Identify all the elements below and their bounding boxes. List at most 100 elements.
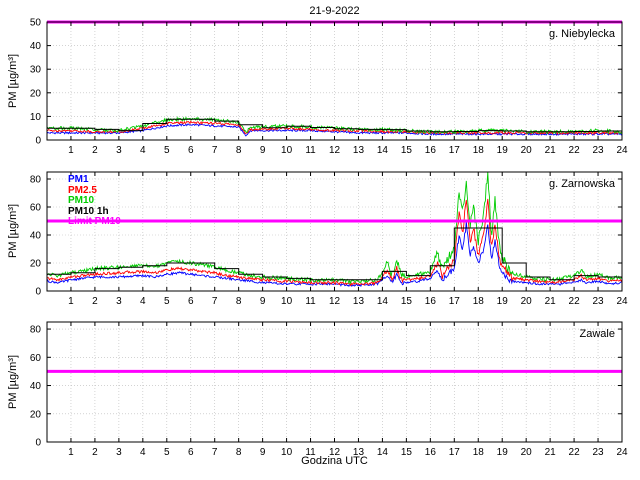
svg-text:16: 16 [425, 447, 437, 458]
svg-text:2: 2 [92, 145, 98, 156]
svg-text:8: 8 [236, 296, 242, 307]
svg-text:20: 20 [521, 145, 533, 156]
panel-2: 1 2 3 4 5 6 7 8 9 10 11 12 13 14 15 16 17 18 19 20 21 22 23 240… [30, 171, 628, 307]
series-pm10-1h [47, 118, 622, 133]
svg-text:16: 16 [425, 296, 437, 307]
svg-text:11: 11 [305, 145, 316, 156]
svg-text:9: 9 [260, 145, 266, 156]
y-axis-label-panel3: PM [µg/m³] [7, 354, 19, 410]
svg-text:16: 16 [425, 145, 437, 156]
y-axis-label-panel2: PM [µg/m³] [7, 203, 19, 259]
svg-text:20: 20 [30, 259, 42, 270]
series-pm2-5 [47, 198, 622, 287]
series-pm10 [47, 172, 622, 285]
station-label-zawale: Zawale [579, 328, 615, 340]
svg-text:19: 19 [497, 296, 509, 307]
svg-text:13: 13 [353, 296, 365, 307]
svg-text:5: 5 [164, 296, 170, 307]
svg-text:24: 24 [616, 296, 628, 307]
svg-text:12: 12 [329, 447, 341, 458]
svg-text:18: 18 [473, 447, 485, 458]
station-label-zarnowska: g. Zarnowska [548, 178, 615, 190]
svg-text:10: 10 [281, 447, 293, 458]
panel-3: 1 2 3 4 5 6 7 8 9 10 11 12 13 14 15 16 17 18 19 20 21 22 23 240… [30, 321, 628, 458]
svg-text:11: 11 [305, 296, 316, 307]
svg-text:21: 21 [545, 296, 557, 307]
svg-text:22: 22 [569, 145, 581, 156]
svg-text:3: 3 [116, 296, 122, 307]
svg-text:20: 20 [521, 447, 533, 458]
svg-text:12: 12 [329, 145, 341, 156]
svg-text:23: 23 [592, 296, 604, 307]
svg-text:4: 4 [140, 447, 146, 458]
svg-text:9: 9 [260, 296, 266, 307]
svg-text:5: 5 [164, 145, 170, 156]
legend-item-limit-pm10: Limit PM10 [68, 216, 121, 227]
svg-text:22: 22 [569, 296, 581, 307]
legend-item-pm10: PM10 [68, 195, 95, 206]
svg-text:24: 24 [616, 145, 628, 156]
svg-text:30: 30 [30, 65, 42, 76]
svg-text:18: 18 [473, 145, 485, 156]
svg-text:20: 20 [30, 88, 42, 99]
svg-text:7: 7 [212, 145, 218, 156]
svg-text:24: 24 [616, 447, 628, 458]
svg-text:13: 13 [353, 447, 365, 458]
svg-text:11: 11 [305, 447, 316, 458]
svg-text:80: 80 [30, 325, 42, 336]
svg-text:15: 15 [401, 447, 413, 458]
svg-text:12: 12 [329, 296, 341, 307]
svg-text:15: 15 [401, 296, 413, 307]
svg-text:17: 17 [449, 296, 461, 307]
svg-text:1: 1 [68, 447, 74, 458]
svg-text:0: 0 [35, 287, 41, 298]
svg-text:8: 8 [236, 145, 242, 156]
svg-text:6: 6 [188, 145, 194, 156]
svg-text:7: 7 [212, 447, 218, 458]
svg-text:14: 14 [377, 296, 389, 307]
svg-text:17: 17 [449, 145, 461, 156]
svg-text:13: 13 [353, 145, 365, 156]
svg-text:20: 20 [521, 296, 533, 307]
svg-text:21: 21 [545, 145, 557, 156]
svg-text:23: 23 [592, 145, 604, 156]
chart-title: 21-9-2022 [309, 5, 360, 17]
x-axis-label: Godzina UTC [301, 455, 368, 467]
svg-text:40: 40 [30, 41, 42, 52]
chart-legend: PM1 PM2.5 PM10 PM10 1h Limit PM10 [68, 174, 121, 228]
svg-text:14: 14 [377, 447, 389, 458]
svg-text:19: 19 [497, 145, 509, 156]
svg-text:6: 6 [188, 296, 194, 307]
svg-text:1: 1 [68, 296, 74, 307]
station-label-niebylecka: g. Niebylecka [548, 28, 615, 40]
svg-text:3: 3 [116, 447, 122, 458]
svg-text:80: 80 [30, 175, 42, 186]
svg-text:17: 17 [449, 447, 461, 458]
svg-text:23: 23 [592, 447, 604, 458]
svg-text:22: 22 [569, 447, 581, 458]
svg-text:19: 19 [497, 447, 509, 458]
svg-text:0: 0 [35, 136, 41, 147]
panel-1: 1 2 3 4 5 6 7 8 9 10 11 12 13 14 15 16 17 18 19 20 21 22 23 240… [30, 18, 628, 157]
svg-text:40: 40 [30, 231, 42, 242]
svg-text:14: 14 [377, 145, 389, 156]
svg-text:60: 60 [30, 203, 42, 214]
svg-text:10: 10 [281, 145, 293, 156]
svg-text:18: 18 [473, 296, 485, 307]
svg-text:21: 21 [545, 447, 557, 458]
svg-text:40: 40 [30, 381, 42, 392]
series-pm10-1h [47, 227, 622, 281]
svg-text:1: 1 [68, 145, 74, 156]
svg-text:4: 4 [140, 145, 146, 156]
svg-text:10: 10 [281, 296, 293, 307]
legend-item-pm1: PM1 [68, 174, 89, 185]
svg-text:8: 8 [236, 447, 242, 458]
svg-text:6: 6 [188, 447, 194, 458]
svg-text:60: 60 [30, 353, 42, 364]
svg-text:20: 20 [30, 409, 42, 420]
svg-text:0: 0 [35, 438, 41, 449]
svg-text:50: 50 [30, 18, 42, 29]
legend-item-pm10-1h: PM10 1h [68, 205, 109, 217]
